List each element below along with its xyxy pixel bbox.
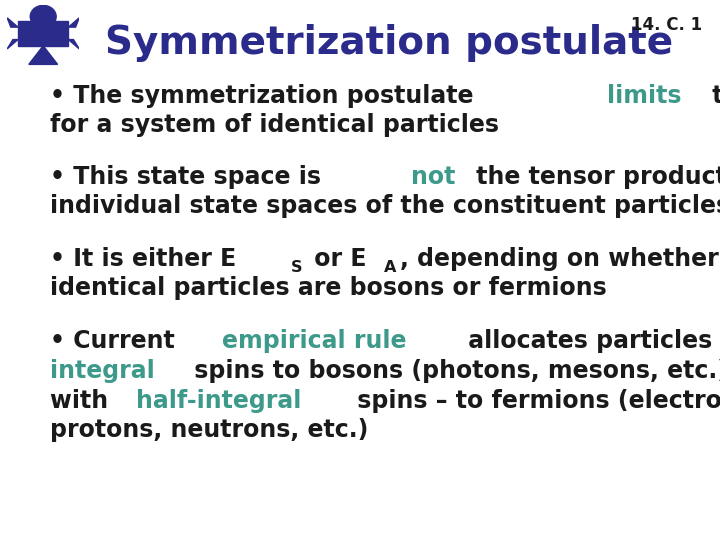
Text: empirical rule: empirical rule (222, 329, 407, 353)
Text: for a system of identical particles: for a system of identical particles (50, 113, 500, 137)
Text: the state space: the state space (703, 84, 720, 107)
Text: limits: limits (608, 84, 682, 107)
Text: • The symmetrization postulate: • The symmetrization postulate (50, 84, 482, 107)
Polygon shape (29, 46, 58, 64)
Text: , depending on whether the: , depending on whether the (400, 247, 720, 271)
Text: or E: or E (305, 247, 366, 271)
Polygon shape (18, 21, 68, 46)
Polygon shape (7, 18, 18, 27)
Text: integral: integral (50, 359, 155, 383)
Text: • This state space is: • This state space is (50, 165, 330, 188)
Text: the tensor product of: the tensor product of (468, 165, 720, 188)
Text: spins – to fermions (electrons,: spins – to fermions (electrons, (349, 389, 720, 413)
Polygon shape (7, 39, 18, 49)
Polygon shape (68, 18, 79, 27)
Text: S: S (291, 260, 302, 275)
Text: protons, neutrons, etc.): protons, neutrons, etc.) (50, 418, 369, 442)
Text: Symmetrization postulate: Symmetrization postulate (104, 24, 673, 62)
Circle shape (30, 5, 56, 28)
Text: 14. C. 1: 14. C. 1 (631, 16, 702, 34)
Text: with: with (50, 389, 117, 413)
Text: allocates particles with: allocates particles with (460, 329, 720, 353)
Text: spins to bosons (photons, mesons, etc.) and: spins to bosons (photons, mesons, etc.) … (186, 359, 720, 383)
Text: A: A (384, 260, 396, 275)
Text: • It is either E: • It is either E (50, 247, 237, 271)
Text: • Current: • Current (50, 329, 184, 353)
Polygon shape (68, 39, 79, 49)
Text: not: not (410, 165, 455, 188)
Text: individual state spaces of the constituent particles: individual state spaces of the constitue… (50, 194, 720, 218)
Text: identical particles are bosons or fermions: identical particles are bosons or fermio… (50, 276, 607, 300)
Text: half-integral: half-integral (136, 389, 302, 413)
